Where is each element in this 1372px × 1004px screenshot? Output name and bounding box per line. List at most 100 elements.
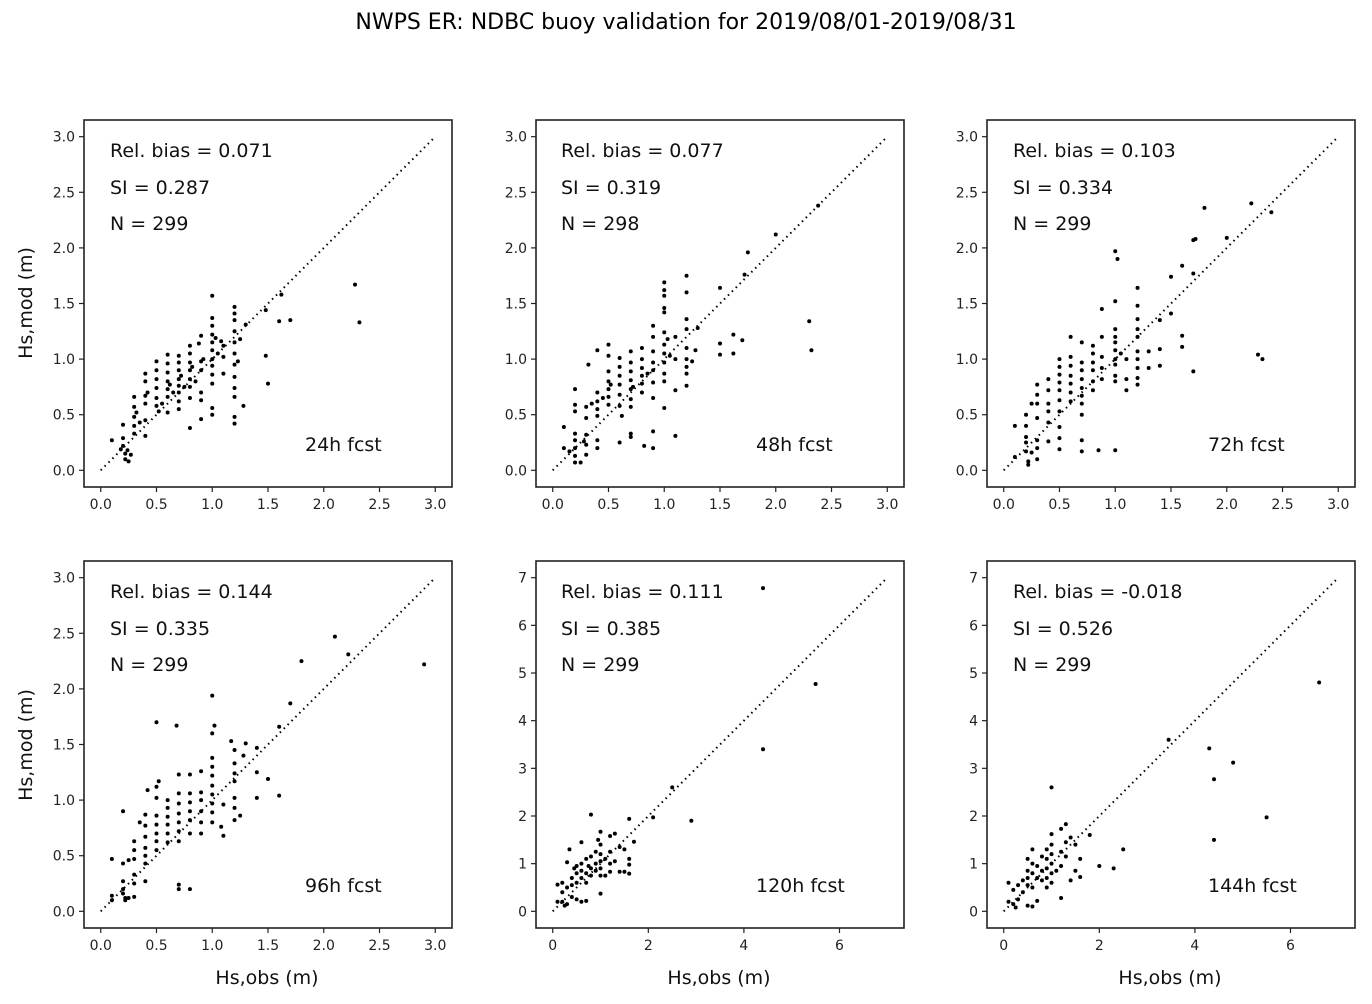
data-point bbox=[109, 893, 114, 898]
data-point bbox=[154, 377, 159, 382]
x-tick-label: 6 bbox=[1286, 938, 1295, 954]
data-point bbox=[210, 357, 215, 362]
data-point bbox=[593, 849, 598, 854]
data-point bbox=[1157, 363, 1162, 368]
data-point bbox=[662, 288, 667, 293]
data-point bbox=[132, 394, 137, 399]
data-point bbox=[1057, 398, 1062, 403]
data-point bbox=[199, 820, 204, 825]
data-point bbox=[584, 442, 589, 447]
data-point bbox=[176, 368, 181, 373]
data-point bbox=[684, 357, 689, 362]
data-point bbox=[1030, 885, 1035, 890]
data-point bbox=[662, 360, 667, 365]
data-point bbox=[210, 293, 215, 298]
data-point bbox=[651, 446, 656, 451]
data-point bbox=[1113, 379, 1118, 384]
data-point bbox=[1068, 835, 1073, 840]
data-point bbox=[627, 856, 632, 861]
x-tick-label: 1.5 bbox=[709, 497, 731, 513]
x-axis-label: Hs,obs (m) bbox=[215, 967, 318, 989]
si-label: SI = 0.335 bbox=[110, 618, 210, 640]
data-point bbox=[137, 820, 142, 825]
data-point bbox=[662, 342, 667, 347]
data-point bbox=[1030, 847, 1035, 852]
y-tick-label: 3.0 bbox=[505, 130, 527, 146]
data-point bbox=[662, 351, 667, 356]
data-point bbox=[617, 844, 622, 849]
data-point bbox=[617, 869, 622, 874]
data-point bbox=[132, 431, 137, 436]
panel-72h: Rel. bias = 0.103 SI = 0.334 N = 299 72h… bbox=[956, 119, 1356, 513]
data-point bbox=[1135, 349, 1140, 354]
data-point bbox=[1113, 327, 1118, 332]
data-point bbox=[809, 348, 814, 353]
data-point bbox=[1073, 868, 1078, 873]
data-point bbox=[1006, 899, 1011, 904]
data-point bbox=[1231, 760, 1236, 765]
data-point bbox=[761, 747, 766, 752]
x-tick-label: 1.5 bbox=[257, 497, 279, 513]
data-point bbox=[176, 829, 181, 834]
data-point bbox=[584, 880, 589, 885]
data-point bbox=[176, 801, 181, 806]
data-point bbox=[1079, 340, 1084, 345]
data-point bbox=[617, 392, 622, 397]
n-label: N = 299 bbox=[110, 654, 188, 676]
data-point bbox=[595, 446, 600, 451]
data-point bbox=[134, 410, 139, 415]
data-point bbox=[232, 386, 237, 391]
data-point bbox=[1035, 457, 1040, 462]
data-point bbox=[561, 446, 566, 451]
data-point bbox=[1025, 856, 1030, 861]
y-tick-label: 1 bbox=[518, 857, 527, 873]
forecast-label: 120h fcst bbox=[756, 875, 845, 897]
data-point bbox=[718, 341, 722, 346]
data-point bbox=[684, 383, 689, 388]
data-point bbox=[1049, 880, 1054, 885]
data-point bbox=[773, 232, 778, 237]
data-point bbox=[579, 840, 584, 845]
rel-bias-label: Rel. bias = 0.111 bbox=[561, 581, 724, 603]
data-point bbox=[1059, 895, 1064, 900]
data-point bbox=[254, 795, 259, 800]
data-point bbox=[160, 401, 165, 406]
data-point bbox=[1124, 377, 1129, 382]
data-point bbox=[642, 443, 647, 448]
data-point bbox=[1135, 327, 1140, 332]
data-point bbox=[606, 402, 611, 407]
data-point bbox=[121, 443, 126, 448]
data-point bbox=[573, 431, 578, 436]
data-point bbox=[606, 353, 611, 358]
data-point bbox=[210, 810, 215, 815]
data-point bbox=[1025, 903, 1030, 908]
data-point bbox=[221, 802, 226, 807]
y-tick-label: 1.5 bbox=[956, 297, 978, 313]
data-point bbox=[125, 448, 130, 453]
data-point bbox=[1039, 868, 1044, 873]
data-point bbox=[1057, 364, 1062, 369]
data-point bbox=[628, 434, 633, 439]
data-point bbox=[154, 831, 159, 836]
data-point bbox=[187, 426, 192, 431]
data-point bbox=[165, 361, 170, 366]
data-point bbox=[684, 345, 689, 350]
data-point bbox=[1079, 386, 1084, 391]
data-point bbox=[232, 394, 237, 399]
y-tick-label: 2 bbox=[518, 809, 527, 825]
data-point bbox=[126, 459, 131, 464]
data-point bbox=[1035, 392, 1040, 397]
data-point bbox=[693, 348, 698, 353]
data-point bbox=[1166, 737, 1171, 742]
data-point bbox=[1135, 285, 1140, 290]
forecast-label: 48h fcst bbox=[756, 434, 833, 456]
data-point bbox=[1079, 449, 1084, 454]
data-point bbox=[137, 420, 142, 425]
data-point bbox=[574, 897, 579, 902]
data-point bbox=[221, 343, 226, 348]
data-point bbox=[346, 652, 351, 657]
data-point bbox=[1079, 401, 1084, 406]
data-point bbox=[1049, 861, 1054, 866]
data-point bbox=[651, 334, 656, 339]
data-point bbox=[569, 875, 574, 880]
